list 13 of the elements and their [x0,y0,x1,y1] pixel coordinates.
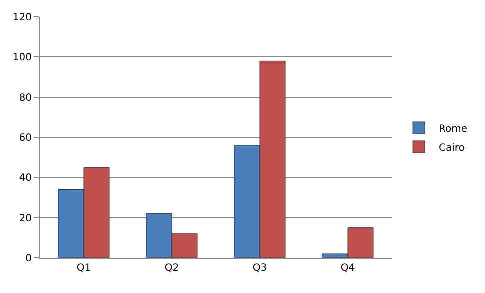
legend-label: Rome [439,124,468,135]
y-tick-label: 100 [12,52,32,64]
y-tick-label: 40 [19,173,32,184]
y-tick-label: 80 [19,92,32,104]
y-tick-label: 0 [26,254,32,264]
y-tick-label: 20 [19,213,32,224]
x-tick-label: Q2 [164,263,180,274]
legend-label: Cairo [439,142,465,154]
x-tick-label: Q3 [252,263,268,274]
x-tick-label: Q1 [76,263,92,274]
y-tick-label: 60 [19,133,32,144]
y-tick-label: 120 [12,12,32,24]
x-tick-label: Q4 [340,263,356,274]
